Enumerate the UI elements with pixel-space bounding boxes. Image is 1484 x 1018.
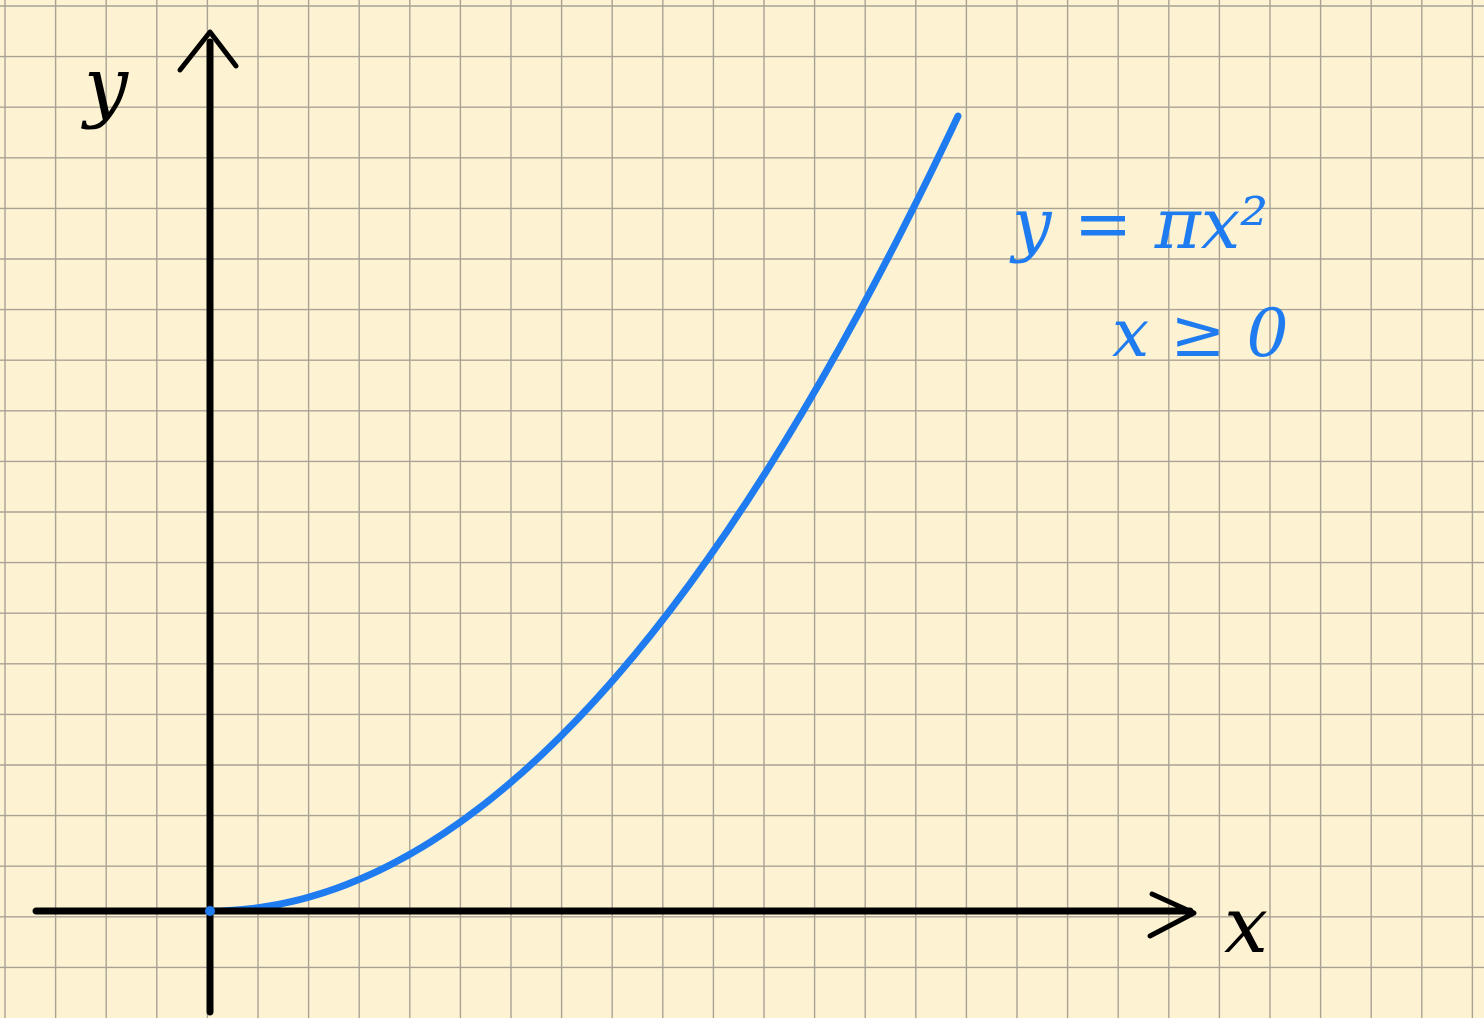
equation-annotation: y = πx² [1009,183,1268,265]
origin-dot [205,906,215,916]
y-axis-label: y [81,41,129,131]
x-axis-label: x [1224,881,1268,971]
x-axis-arrowhead [1147,891,1197,939]
y-axis-arrowhead [177,29,239,73]
curve-series [206,112,962,915]
condition-annotation: x ≥ 0 [1112,295,1288,372]
